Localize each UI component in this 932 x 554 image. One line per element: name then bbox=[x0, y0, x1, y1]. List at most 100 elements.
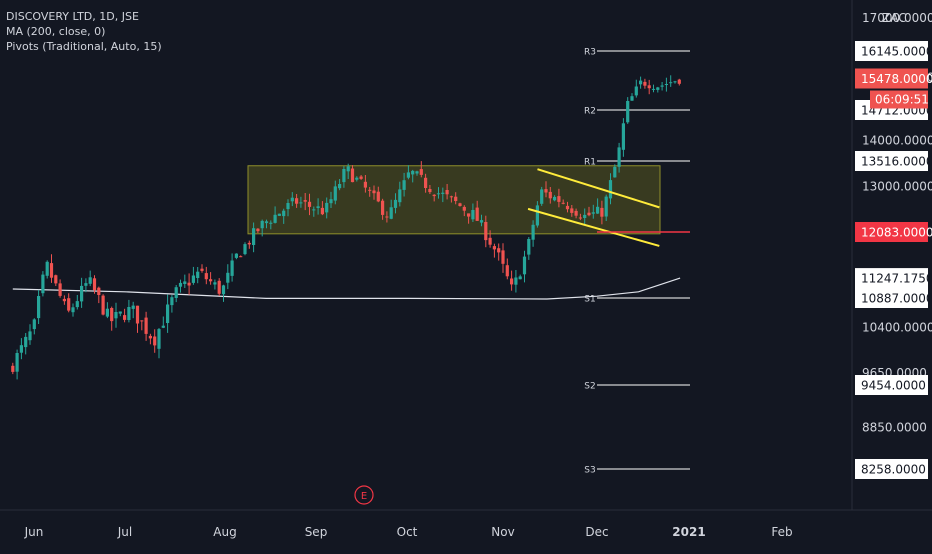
candle[interactable] bbox=[226, 264, 230, 290]
candle[interactable] bbox=[54, 274, 58, 286]
candle[interactable] bbox=[583, 208, 587, 225]
candle[interactable] bbox=[299, 196, 303, 208]
legend-symbol-title[interactable]: DISCOVERY LTD, 1D, JSE bbox=[6, 10, 139, 23]
candle[interactable] bbox=[239, 255, 243, 258]
candle[interactable] bbox=[105, 302, 109, 319]
candle[interactable] bbox=[673, 80, 677, 84]
candle[interactable] bbox=[402, 172, 406, 197]
candle[interactable] bbox=[350, 165, 355, 183]
candle[interactable] bbox=[157, 328, 161, 359]
candle[interactable] bbox=[484, 215, 488, 248]
candle[interactable] bbox=[475, 200, 479, 221]
candle[interactable] bbox=[37, 289, 41, 324]
candle[interactable] bbox=[178, 279, 183, 293]
candle[interactable] bbox=[617, 142, 621, 173]
candle[interactable] bbox=[92, 275, 97, 294]
candle[interactable] bbox=[368, 187, 372, 197]
price-badge-level[interactable]: 12083.0000 bbox=[855, 222, 932, 242]
candle[interactable] bbox=[131, 301, 135, 319]
candle[interactable] bbox=[67, 293, 71, 313]
candle[interactable] bbox=[127, 299, 131, 323]
candle[interactable] bbox=[376, 186, 380, 203]
candle[interactable] bbox=[290, 192, 294, 207]
candle[interactable] bbox=[325, 197, 329, 219]
candle[interactable] bbox=[355, 176, 359, 182]
candle[interactable] bbox=[445, 184, 449, 200]
price-badge-ma[interactable]: 11247.1750 bbox=[855, 268, 932, 289]
candle[interactable] bbox=[557, 188, 561, 208]
candle[interactable] bbox=[651, 84, 656, 93]
candle[interactable] bbox=[110, 306, 114, 331]
candle[interactable] bbox=[600, 200, 604, 225]
candle[interactable] bbox=[307, 193, 312, 216]
candle[interactable] bbox=[647, 79, 651, 95]
candle[interactable] bbox=[544, 181, 548, 198]
candle[interactable] bbox=[118, 311, 122, 317]
candle[interactable] bbox=[217, 278, 221, 296]
candle[interactable] bbox=[677, 78, 681, 86]
candle[interactable] bbox=[510, 270, 514, 291]
candle[interactable] bbox=[393, 193, 398, 214]
candle[interactable] bbox=[174, 285, 178, 303]
consolidation-range-box[interactable] bbox=[247, 165, 661, 235]
candle[interactable] bbox=[49, 254, 54, 283]
candle[interactable] bbox=[260, 219, 264, 237]
candle[interactable] bbox=[643, 78, 647, 89]
candle[interactable] bbox=[381, 198, 385, 220]
candle[interactable] bbox=[449, 195, 453, 203]
candle[interactable] bbox=[230, 253, 234, 282]
candle[interactable] bbox=[243, 242, 247, 256]
candle[interactable] bbox=[578, 213, 582, 221]
candle[interactable] bbox=[148, 333, 152, 345]
candle[interactable] bbox=[467, 213, 471, 224]
candle[interactable] bbox=[621, 118, 625, 157]
candle[interactable] bbox=[419, 161, 423, 178]
candle[interactable] bbox=[596, 198, 600, 214]
candle[interactable] bbox=[24, 333, 28, 355]
candle[interactable] bbox=[501, 243, 505, 273]
candle[interactable] bbox=[97, 286, 101, 304]
candle[interactable] bbox=[101, 294, 105, 316]
candle[interactable] bbox=[441, 187, 445, 203]
candle[interactable] bbox=[548, 187, 552, 204]
legend-pivots-indicator[interactable]: Pivots (Traditional, Auto, 15) bbox=[6, 40, 162, 53]
ma-200-line[interactable] bbox=[12, 277, 681, 300]
candle[interactable] bbox=[415, 170, 419, 176]
candle[interactable] bbox=[295, 194, 299, 208]
price-badge-s3[interactable]: 8258.0000 bbox=[855, 459, 928, 479]
price-badge-s1[interactable]: 10887.0000 bbox=[855, 288, 932, 308]
candle[interactable] bbox=[221, 284, 226, 302]
candle[interactable] bbox=[514, 270, 518, 293]
candle[interactable] bbox=[252, 222, 256, 253]
candle[interactable] bbox=[312, 206, 316, 217]
candle[interactable] bbox=[428, 185, 432, 194]
candle[interactable] bbox=[522, 250, 527, 283]
candle[interactable] bbox=[574, 208, 578, 219]
candle[interactable] bbox=[140, 320, 144, 331]
candle[interactable] bbox=[320, 201, 324, 216]
candle[interactable] bbox=[363, 175, 367, 193]
candle[interactable] bbox=[286, 199, 290, 217]
candle[interactable] bbox=[41, 271, 45, 297]
candle[interactable] bbox=[269, 220, 273, 230]
candle[interactable] bbox=[273, 206, 277, 224]
candle[interactable] bbox=[389, 199, 393, 220]
candle[interactable] bbox=[75, 295, 79, 310]
candle[interactable] bbox=[234, 253, 238, 260]
candle[interactable] bbox=[183, 274, 187, 288]
channel-upper-trendline[interactable] bbox=[537, 168, 660, 209]
candle[interactable] bbox=[626, 97, 630, 124]
price-badge-s2[interactable]: 9454.0000 bbox=[855, 375, 928, 395]
candle[interactable] bbox=[479, 214, 484, 227]
candle[interactable] bbox=[191, 266, 195, 285]
candle[interactable] bbox=[15, 349, 19, 380]
candle[interactable] bbox=[664, 77, 668, 92]
candle[interactable] bbox=[316, 198, 320, 215]
candle[interactable] bbox=[424, 173, 428, 193]
candle[interactable] bbox=[385, 211, 389, 223]
candle[interactable] bbox=[488, 230, 492, 248]
candle[interactable] bbox=[462, 205, 466, 217]
candle[interactable] bbox=[170, 294, 174, 313]
candle[interactable] bbox=[531, 220, 535, 247]
